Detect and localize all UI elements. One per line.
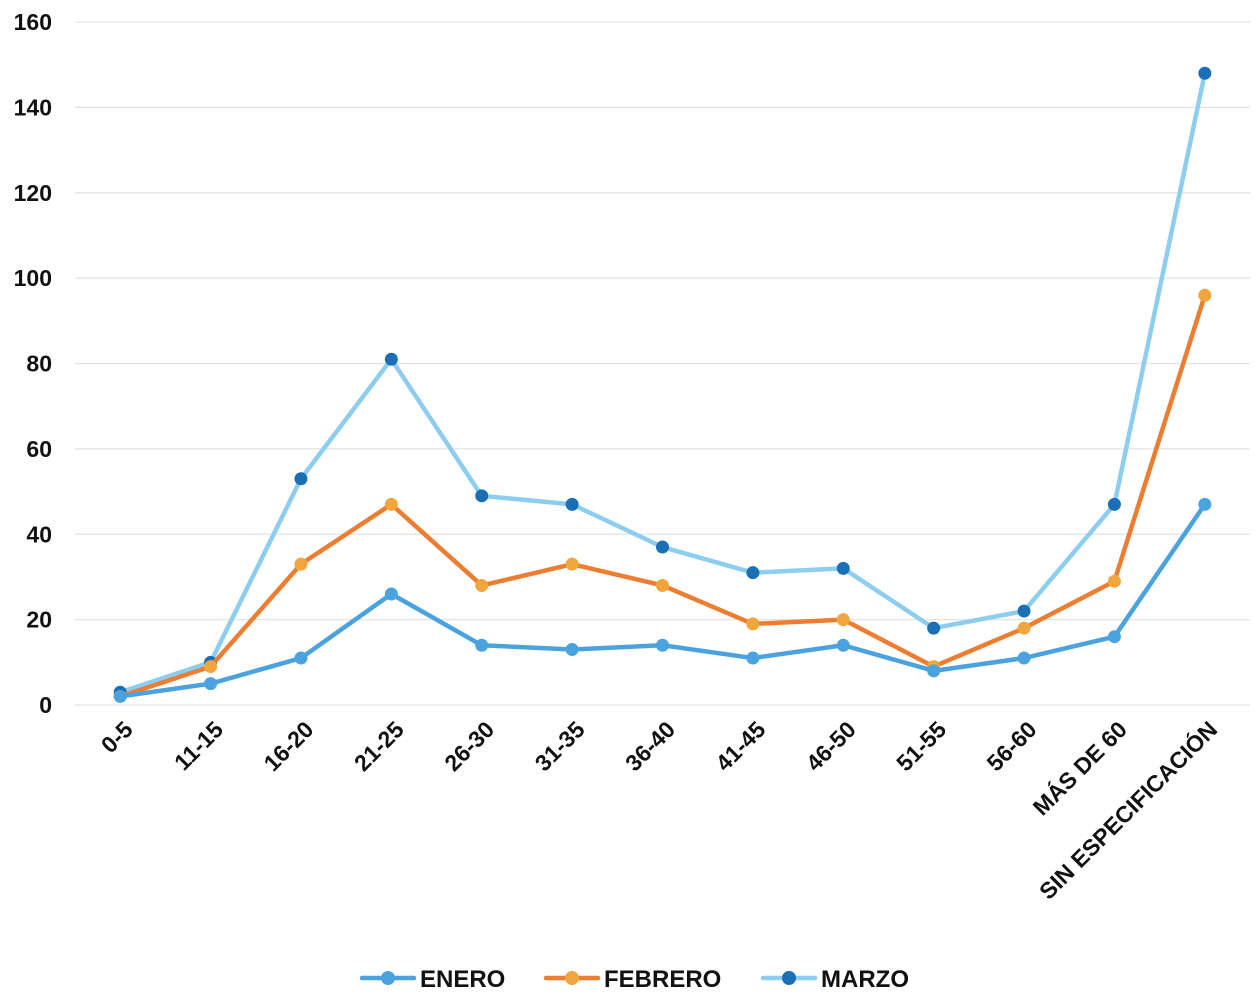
legend-item-marzo: MARZO xyxy=(760,966,909,993)
data-point xyxy=(746,617,760,631)
legend-label: MARZO xyxy=(821,966,909,993)
x-tick-label: 31-35 xyxy=(530,716,590,776)
data-point xyxy=(656,540,669,554)
x-tick-label: 0-5 xyxy=(96,716,138,758)
data-point xyxy=(1107,574,1121,588)
x-tick-label: 56-60 xyxy=(982,716,1042,776)
gridlines xyxy=(75,21,1250,706)
legend-item-febrero: FEBRERO xyxy=(543,966,721,993)
y-tick-label: 0 xyxy=(39,692,52,718)
data-point xyxy=(384,587,398,601)
data-point xyxy=(475,638,489,652)
y-axis-ticks: 0 20 40 60 80 100 120 140 160 xyxy=(14,9,52,718)
data-point xyxy=(656,578,669,592)
legend-label: ENERO xyxy=(420,966,505,993)
data-point xyxy=(1107,630,1121,644)
data-point xyxy=(384,352,398,366)
data-point xyxy=(565,497,579,511)
data-point xyxy=(746,566,760,580)
y-tick-label: 100 xyxy=(14,265,52,291)
data-point xyxy=(656,638,669,652)
data-point xyxy=(204,677,218,691)
series-group xyxy=(113,66,1212,703)
legend-marker xyxy=(782,971,796,985)
data-point xyxy=(294,651,308,665)
x-tick-label: 11-15 xyxy=(169,716,228,775)
data-point xyxy=(565,643,579,657)
x-tick-label: 16-20 xyxy=(259,716,319,776)
data-point xyxy=(1017,651,1031,665)
x-tick-label: SIN ESPECIFICACIÓN xyxy=(1033,715,1222,904)
legend: ENERO FEBRERO MARZO xyxy=(359,966,909,993)
data-point xyxy=(1107,497,1121,511)
x-tick-label: 21-25 xyxy=(349,716,409,776)
x-tick-label: 26-30 xyxy=(439,716,499,776)
data-point xyxy=(475,578,489,592)
series-line xyxy=(117,70,1208,695)
y-tick-label: 60 xyxy=(26,436,52,462)
y-tick-label: 40 xyxy=(26,521,52,547)
legend-marker xyxy=(381,971,395,985)
data-point xyxy=(836,638,850,652)
data-point xyxy=(384,497,398,511)
series-marzo xyxy=(113,66,1212,699)
data-point xyxy=(475,489,489,503)
data-point xyxy=(1198,497,1212,511)
data-point xyxy=(204,660,218,674)
data-point xyxy=(746,651,760,665)
x-tick-label: 46-50 xyxy=(801,716,861,776)
legend-label: FEBRERO xyxy=(604,966,721,993)
data-point xyxy=(836,561,850,575)
data-point xyxy=(1198,288,1212,302)
legend-marker xyxy=(565,971,579,985)
x-axis-ticks: 0-5 11-15 16-20 21-25 26-30 31-35 36-40 41-45 46… xyxy=(96,715,1223,904)
y-tick-label: 160 xyxy=(14,9,52,35)
legend-item-enero: ENERO xyxy=(359,966,505,993)
data-point xyxy=(113,689,127,703)
x-tick-label: 36-40 xyxy=(620,716,680,776)
series-line xyxy=(117,502,1208,699)
data-point xyxy=(927,621,941,635)
y-tick-label: 140 xyxy=(14,94,52,120)
x-tick-label: 41-45 xyxy=(710,716,770,776)
y-tick-label: 20 xyxy=(26,607,52,633)
x-tick-label: 51-55 xyxy=(891,716,951,776)
data-point xyxy=(927,664,941,678)
data-point xyxy=(1017,604,1031,618)
series-enero xyxy=(113,497,1212,703)
data-point xyxy=(294,472,308,486)
series-line xyxy=(117,292,1208,699)
data-point xyxy=(294,557,308,571)
data-point xyxy=(836,613,850,627)
data-point xyxy=(1017,621,1031,635)
data-point xyxy=(1198,66,1212,80)
y-tick-label: 80 xyxy=(26,351,52,377)
y-tick-label: 120 xyxy=(14,180,52,206)
data-point xyxy=(565,557,579,571)
